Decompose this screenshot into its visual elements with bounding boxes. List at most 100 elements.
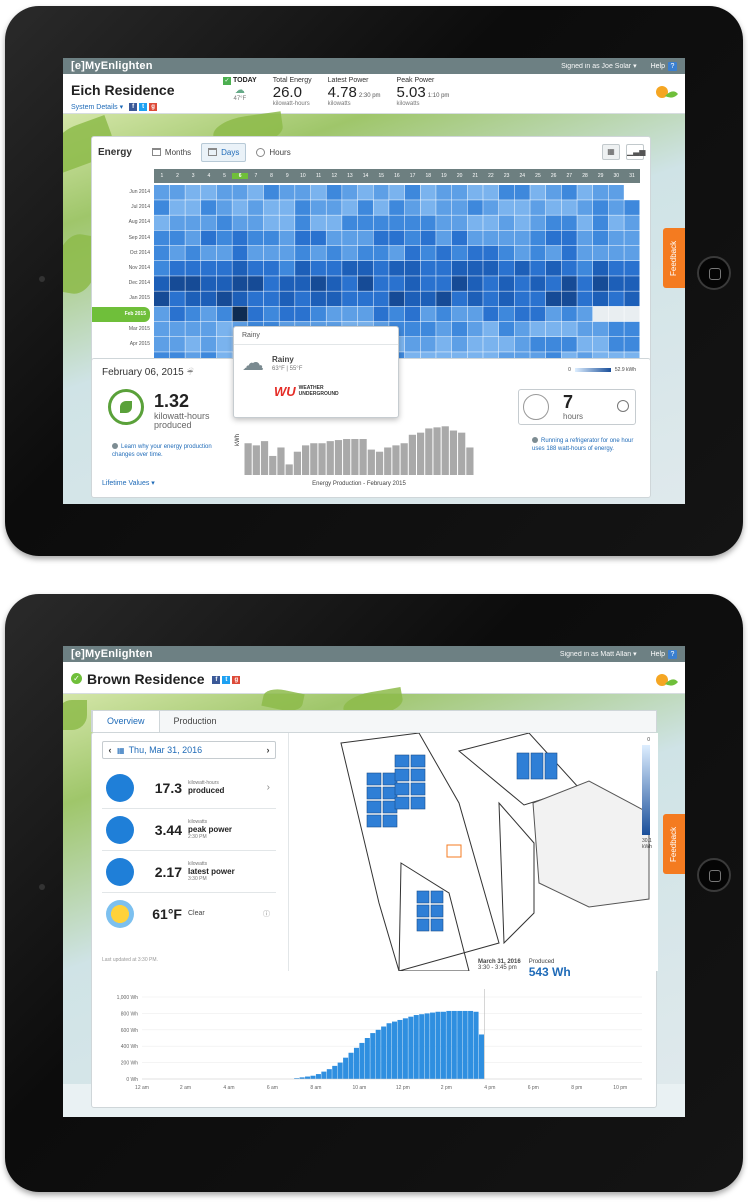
day-bar[interactable] [260,441,269,475]
day-bar[interactable] [384,447,392,475]
production-bar[interactable] [462,1010,468,1079]
heatmap-cell[interactable] [545,245,562,261]
refresh-icon[interactable] [617,400,629,412]
production-bar[interactable] [430,1012,436,1079]
heatmap-cell[interactable] [545,306,562,322]
heatmap-cell[interactable] [201,185,217,200]
heatmap-cell[interactable] [373,215,389,231]
heatmap-cell[interactable] [514,321,530,337]
tab-months[interactable]: Months [146,144,197,161]
heatmap-cell[interactable] [310,185,326,200]
solar-panel[interactable] [410,768,426,782]
feedback-tab[interactable]: Feedback [663,814,685,874]
heatmap-cell[interactable] [357,245,373,261]
heatmap-cell[interactable] [216,291,232,307]
heatmap-cell[interactable] [498,337,515,352]
heatmap-cell[interactable] [467,185,483,200]
solar-panel[interactable] [530,752,544,780]
heatmap-cell[interactable] [404,306,421,322]
heatmap-cell[interactable] [232,230,248,246]
heatmap-cell[interactable] [483,245,499,261]
heatmap-cell[interactable] [185,291,201,307]
heatmap-cell[interactable] [357,200,373,215]
production-bar[interactable] [424,1013,430,1079]
tab-days[interactable]: Days [201,142,247,162]
heatmap-cell[interactable] [342,230,358,246]
twitter-icon[interactable]: t [222,676,231,685]
heatmap-cell[interactable] [185,321,201,337]
heatmap-cell[interactable] [420,200,436,215]
heatmap-cell[interactable] [498,215,515,231]
day-tick[interactable]: 7 [254,173,258,179]
heatmap-cell[interactable] [577,321,593,337]
facebook-icon[interactable]: f [129,103,138,112]
heatmap-cell[interactable] [592,276,609,291]
heatmap-cell[interactable] [357,230,373,246]
heatmap-cell[interactable] [608,200,624,215]
heatmap-cell[interactable] [357,291,373,307]
day-bar[interactable] [293,451,301,475]
solar-panel[interactable] [410,782,426,796]
solar-panel[interactable] [366,786,382,800]
heatmap-cell[interactable] [248,200,264,215]
help-link[interactable]: Help? [651,649,677,659]
heatmap-cell[interactable] [483,306,499,322]
day-tick[interactable]: 5 [223,173,226,179]
facebook-icon[interactable]: f [212,676,221,685]
month-production-chart[interactable] [244,419,474,475]
heatmap-cell[interactable] [373,245,389,261]
heatmap-cell[interactable] [483,321,499,337]
day-tick[interactable]: 6 [232,173,249,179]
heatmap-cell[interactable] [592,337,609,352]
heatmap-cell[interactable] [545,276,562,291]
heatmap-cell[interactable] [373,230,389,246]
day-bar[interactable] [277,447,285,475]
heatmap-cell[interactable] [624,245,640,261]
day-tick[interactable]: 25 [535,173,541,179]
heatmap-cell[interactable] [404,200,421,215]
heatmap-cell[interactable] [451,321,468,337]
heatmap-cell[interactable] [530,245,546,261]
month-label[interactable]: Oct 2014 [129,249,150,256]
heatmap-cell[interactable] [592,185,609,200]
day-bar[interactable] [343,439,351,475]
day-bar[interactable] [252,445,260,475]
heatmap-cell[interactable] [248,306,264,322]
heatmap-cell[interactable] [342,276,358,291]
heatmap-cell[interactable] [436,200,452,215]
heatmap-cell[interactable] [624,306,640,322]
heatmap-cell[interactable] [216,337,232,352]
heatmap-cell[interactable] [154,245,170,261]
heatmap-cell[interactable] [530,215,546,231]
heatmap-cell[interactable] [263,245,279,261]
heatmap-cell[interactable] [404,245,421,261]
day-tick[interactable]: 31 [629,173,635,179]
heatmap-cell[interactable] [498,185,515,200]
heatmap-cell[interactable] [154,230,170,246]
heatmap-cell[interactable] [326,306,342,322]
heatmap-cell[interactable] [514,276,530,291]
heatmap-cell[interactable] [310,306,326,322]
google-plus-icon[interactable]: g [232,676,241,685]
heatmap-cell[interactable] [185,185,201,200]
solar-panel[interactable] [410,754,426,768]
heatmap-cell[interactable] [451,337,468,352]
heatmap-cell[interactable] [154,306,170,322]
heatmap-cell[interactable] [357,215,373,231]
day-tick[interactable]: 22 [488,173,494,179]
day-bar[interactable] [433,427,441,475]
calendar-icon[interactable]: ▦ [117,745,125,755]
heatmap-cell[interactable] [608,321,624,337]
heatmap-cell[interactable] [326,261,342,276]
heatmap-cell[interactable] [326,245,342,261]
heatmap-cell[interactable] [467,321,483,337]
production-bar[interactable] [337,1062,343,1079]
heatmap-cell[interactable] [608,306,624,322]
day-tick[interactable]: 4 [207,173,211,179]
heatmap-cell[interactable] [624,230,640,246]
heatmap-cell[interactable] [592,230,609,246]
heatmap-cell[interactable] [389,291,405,307]
heatmap-cell[interactable] [624,200,640,215]
day-tick[interactable]: 27 [566,173,573,179]
learn-why-link[interactable]: Learn why your energy production changes… [112,443,228,460]
